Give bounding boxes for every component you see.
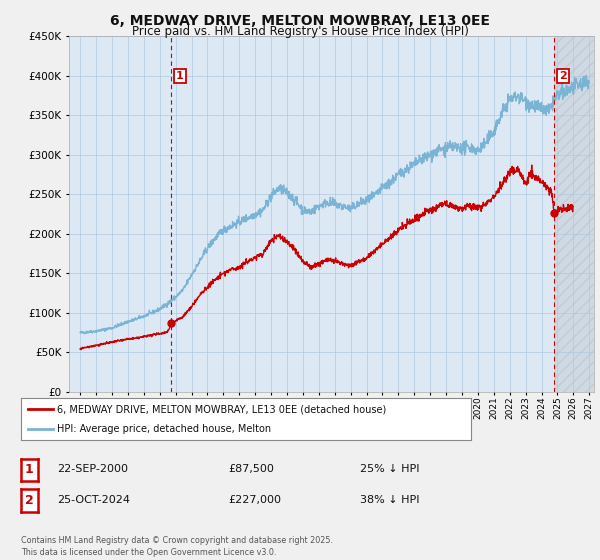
Text: £87,500: £87,500	[228, 464, 274, 474]
Text: HPI: Average price, detached house, Melton: HPI: Average price, detached house, Melt…	[57, 424, 271, 434]
Text: 25% ↓ HPI: 25% ↓ HPI	[360, 464, 419, 474]
Text: 6, MEDWAY DRIVE, MELTON MOWBRAY, LE13 0EE: 6, MEDWAY DRIVE, MELTON MOWBRAY, LE13 0E…	[110, 14, 490, 28]
Text: 38% ↓ HPI: 38% ↓ HPI	[360, 494, 419, 505]
Text: Contains HM Land Registry data © Crown copyright and database right 2025.
This d: Contains HM Land Registry data © Crown c…	[21, 536, 333, 557]
Text: 2: 2	[559, 71, 567, 81]
Text: Price paid vs. HM Land Registry's House Price Index (HPI): Price paid vs. HM Land Registry's House …	[131, 25, 469, 38]
Text: 6, MEDWAY DRIVE, MELTON MOWBRAY, LE13 0EE (detached house): 6, MEDWAY DRIVE, MELTON MOWBRAY, LE13 0E…	[57, 404, 386, 414]
Bar	[554, 36, 594, 392]
Text: 1: 1	[176, 71, 184, 81]
Text: 22-SEP-2000: 22-SEP-2000	[57, 464, 128, 474]
Text: 25-OCT-2024: 25-OCT-2024	[57, 494, 130, 505]
Text: 2: 2	[25, 494, 34, 507]
Text: 1: 1	[25, 463, 34, 477]
Text: £227,000: £227,000	[228, 494, 281, 505]
